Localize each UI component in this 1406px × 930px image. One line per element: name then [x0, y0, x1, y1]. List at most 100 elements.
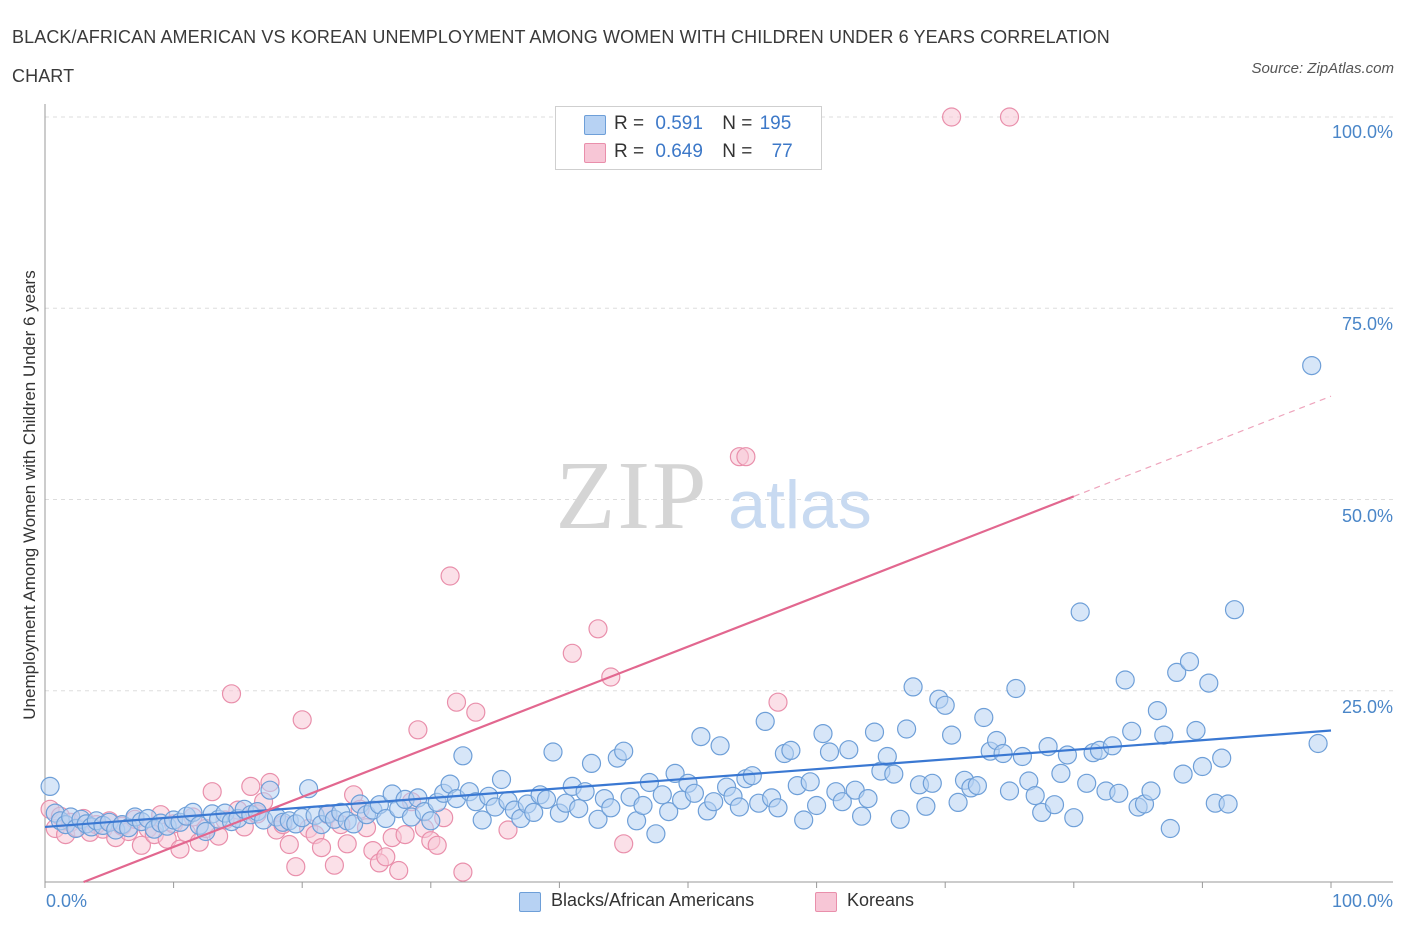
legend-r-value-koreans: 0.649 [655, 141, 703, 162]
bottom-legend-label-blacks: Blacks/African Americans [551, 890, 755, 910]
legend-r-label: R = [614, 141, 645, 162]
black-point [941, 725, 962, 745]
korean-point [221, 684, 242, 704]
legend-r-value-blacks: 0.591 [655, 113, 703, 134]
legend-n-label: N = [722, 113, 753, 134]
black-point [806, 795, 827, 816]
korean-point [446, 692, 467, 712]
blacks-trend-line [44, 729, 1332, 829]
koreans-trend-extension [1073, 395, 1332, 497]
black-point [684, 783, 705, 803]
black-point [1186, 720, 1206, 741]
black-point [1025, 785, 1045, 806]
black-point [729, 797, 750, 817]
black-point [1070, 602, 1090, 622]
black-point [877, 746, 897, 767]
korean-point [376, 847, 396, 867]
black-point [832, 792, 852, 812]
black-point [922, 773, 942, 793]
y-axis-label: Unemployment Among Women with Children U… [20, 270, 39, 720]
black-point [1308, 733, 1328, 754]
correlation-legend: R = 0.591 N = 195 R = 0.649 N = 77 [555, 106, 822, 170]
black-point [614, 741, 634, 761]
watermark-atlas: atlas [728, 467, 872, 543]
black-point [260, 780, 280, 800]
korean-point [440, 566, 460, 586]
black-point [1057, 745, 1078, 765]
black-point [967, 775, 988, 796]
korean-point [498, 820, 518, 840]
korean-point [453, 862, 473, 882]
bottom-legend-swatch-blue [519, 892, 541, 912]
black-point [1160, 818, 1180, 839]
y-tick-50: 50.0% [1341, 506, 1393, 526]
black-point [659, 801, 679, 822]
y-tick-25: 25.0% [1341, 697, 1393, 717]
black-point [1109, 783, 1129, 803]
legend-n-value-koreans: 77 [771, 141, 793, 162]
black-point [1012, 746, 1033, 767]
black-point [536, 789, 557, 810]
black-point [935, 695, 955, 715]
x-tick-0: 0.0% [46, 891, 88, 911]
black-point [896, 719, 917, 739]
black-point [993, 743, 1013, 764]
black-point [916, 796, 936, 816]
korean-point [389, 860, 409, 881]
black-point [858, 788, 878, 809]
bottom-legend-swatch-pink [815, 892, 837, 912]
korean-point [466, 702, 486, 722]
black-point [1192, 756, 1213, 777]
black-point [1154, 725, 1174, 745]
legend-swatch-pink [584, 143, 606, 163]
black-point [974, 707, 994, 728]
black-point [646, 824, 666, 844]
black-point [633, 795, 653, 816]
korean-point [324, 855, 344, 875]
legend-r-label: R = [614, 113, 645, 134]
black-point [1218, 794, 1238, 814]
black-point [1115, 670, 1135, 690]
black-point [1302, 356, 1322, 376]
black-point [884, 764, 904, 784]
black-point [1077, 773, 1097, 793]
black-point [524, 802, 544, 823]
black-point [569, 798, 589, 819]
black-point [1006, 678, 1026, 699]
trend-lines [44, 395, 1332, 884]
source-label: Source: ZipAtlas.com [1251, 60, 1394, 77]
y-tick-100: 100.0% [1331, 122, 1393, 142]
black-points [40, 356, 1328, 844]
korean-point [999, 107, 1020, 127]
legend-n-label: N = [722, 141, 753, 162]
black-point [742, 766, 762, 786]
black-point [999, 781, 1020, 801]
black-point [581, 753, 602, 774]
watermark-zip: ZIP [556, 442, 709, 550]
black-point [781, 740, 801, 761]
korean-point [408, 720, 428, 740]
black-point [839, 740, 859, 760]
black-point [1173, 764, 1193, 784]
black-point [453, 746, 473, 766]
black-point [851, 806, 872, 826]
korean-point [941, 107, 962, 127]
black-point [472, 810, 492, 830]
bottom-legend-label-koreans: Koreans [847, 890, 915, 910]
korean-point [286, 857, 306, 877]
black-point [1212, 748, 1232, 768]
korean-point [562, 643, 582, 663]
korean-point [337, 834, 357, 854]
black-point [1224, 600, 1245, 620]
black-point [421, 811, 441, 831]
korean-point [292, 710, 312, 730]
chart-title: BLACK/AFRICAN AMERICAN VS KOREAN UNEMPLO… [12, 27, 1110, 86]
korean-point [736, 447, 756, 467]
black-point [800, 772, 820, 792]
black-point [1199, 673, 1219, 693]
korean-point [427, 835, 447, 855]
black-point [691, 726, 711, 747]
black-point [376, 808, 396, 829]
watermark: ZIP atlas [556, 442, 872, 550]
